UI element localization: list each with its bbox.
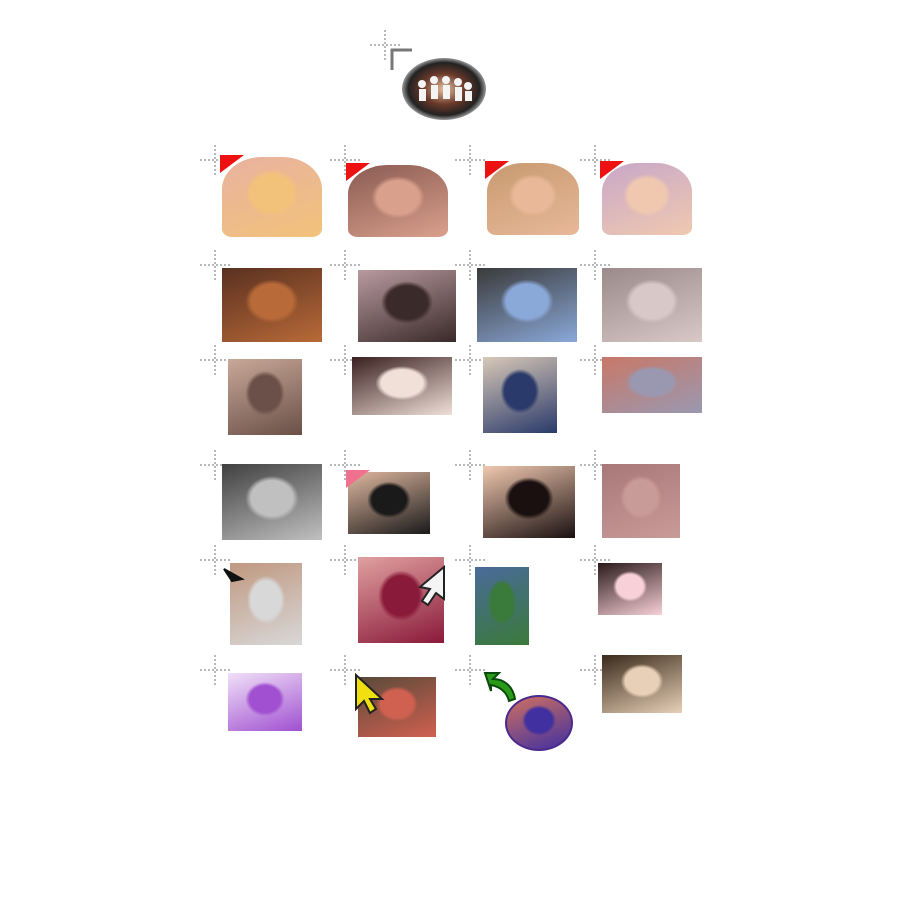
avatar-1-4[interactable]: [580, 145, 710, 245]
avatar-photo: [598, 563, 662, 615]
corner-flag-icon: [346, 163, 370, 181]
avatar-photo: [602, 655, 682, 713]
corner-flag-icon: [346, 470, 370, 488]
avatar-2-4[interactable]: [580, 250, 710, 350]
avatar-photo: [222, 268, 322, 342]
avatar-3-4[interactable]: [580, 345, 710, 445]
avatar-6-1[interactable]: [200, 655, 330, 755]
crosshair-marker: [330, 545, 360, 575]
crosshair-marker: [455, 145, 485, 175]
avatar-6-2[interactable]: [330, 655, 460, 755]
corner-flag-icon: [220, 155, 244, 173]
avatar-3-2[interactable]: [330, 345, 460, 445]
avatar-photo: [477, 268, 577, 342]
crosshair-marker: [200, 345, 230, 375]
avatar-5-3[interactable]: [455, 545, 585, 645]
avatar-4-4[interactable]: [580, 450, 710, 550]
avatar-2-3[interactable]: [455, 250, 585, 350]
avatar-3-3[interactable]: [455, 345, 585, 445]
avatar-6-4[interactable]: [580, 655, 710, 755]
crosshair-marker: [200, 655, 230, 685]
avatar-3-1[interactable]: [200, 345, 330, 445]
avatar-photo: [228, 359, 302, 435]
avatar-1-2[interactable]: [330, 145, 460, 245]
corner-flag-icon: [485, 161, 509, 179]
crosshair-marker: [330, 250, 360, 280]
group-photo-icon: [402, 58, 486, 120]
avatar-2-2[interactable]: [330, 250, 460, 350]
avatar-5-2[interactable]: [330, 545, 460, 645]
crosshair-marker: [455, 450, 485, 480]
avatar-4-1[interactable]: [200, 450, 330, 550]
avatar-photo: [483, 466, 575, 538]
avatar-photo: [352, 357, 452, 415]
avatar-1-3[interactable]: [455, 145, 585, 245]
avatar-1-1[interactable]: [200, 145, 330, 245]
avatar-photo: [222, 464, 322, 540]
group-photo-tile[interactable]: [370, 30, 490, 120]
crosshair-marker: [455, 345, 485, 375]
avatar-photo: [602, 268, 702, 342]
avatar-photo: [475, 567, 529, 645]
avatar-photo: [505, 695, 573, 751]
avatar-photo: [358, 270, 456, 342]
avatar-photo: [483, 357, 557, 433]
avatar-photo: [228, 673, 302, 731]
white-arrow-cursor-icon: [417, 565, 445, 607]
avatar-4-2[interactable]: [330, 450, 460, 550]
black-arrow-cursor-icon: [223, 568, 245, 583]
avatar-4-3[interactable]: [455, 450, 585, 550]
avatar-photo: [602, 464, 680, 538]
avatar-5-1[interactable]: [200, 545, 330, 645]
avatar-photo: [602, 357, 702, 413]
avatar-photo: [230, 563, 302, 645]
selection-corner-icon: [390, 48, 412, 70]
avatar-6-3[interactable]: [455, 655, 585, 755]
yellow-arrow-cursor-icon: [355, 673, 385, 715]
green-curved-arrow-icon: [483, 672, 517, 703]
avatar-2-1[interactable]: [200, 250, 330, 350]
corner-flag-icon: [600, 161, 624, 179]
avatar-5-4[interactable]: [580, 545, 710, 645]
